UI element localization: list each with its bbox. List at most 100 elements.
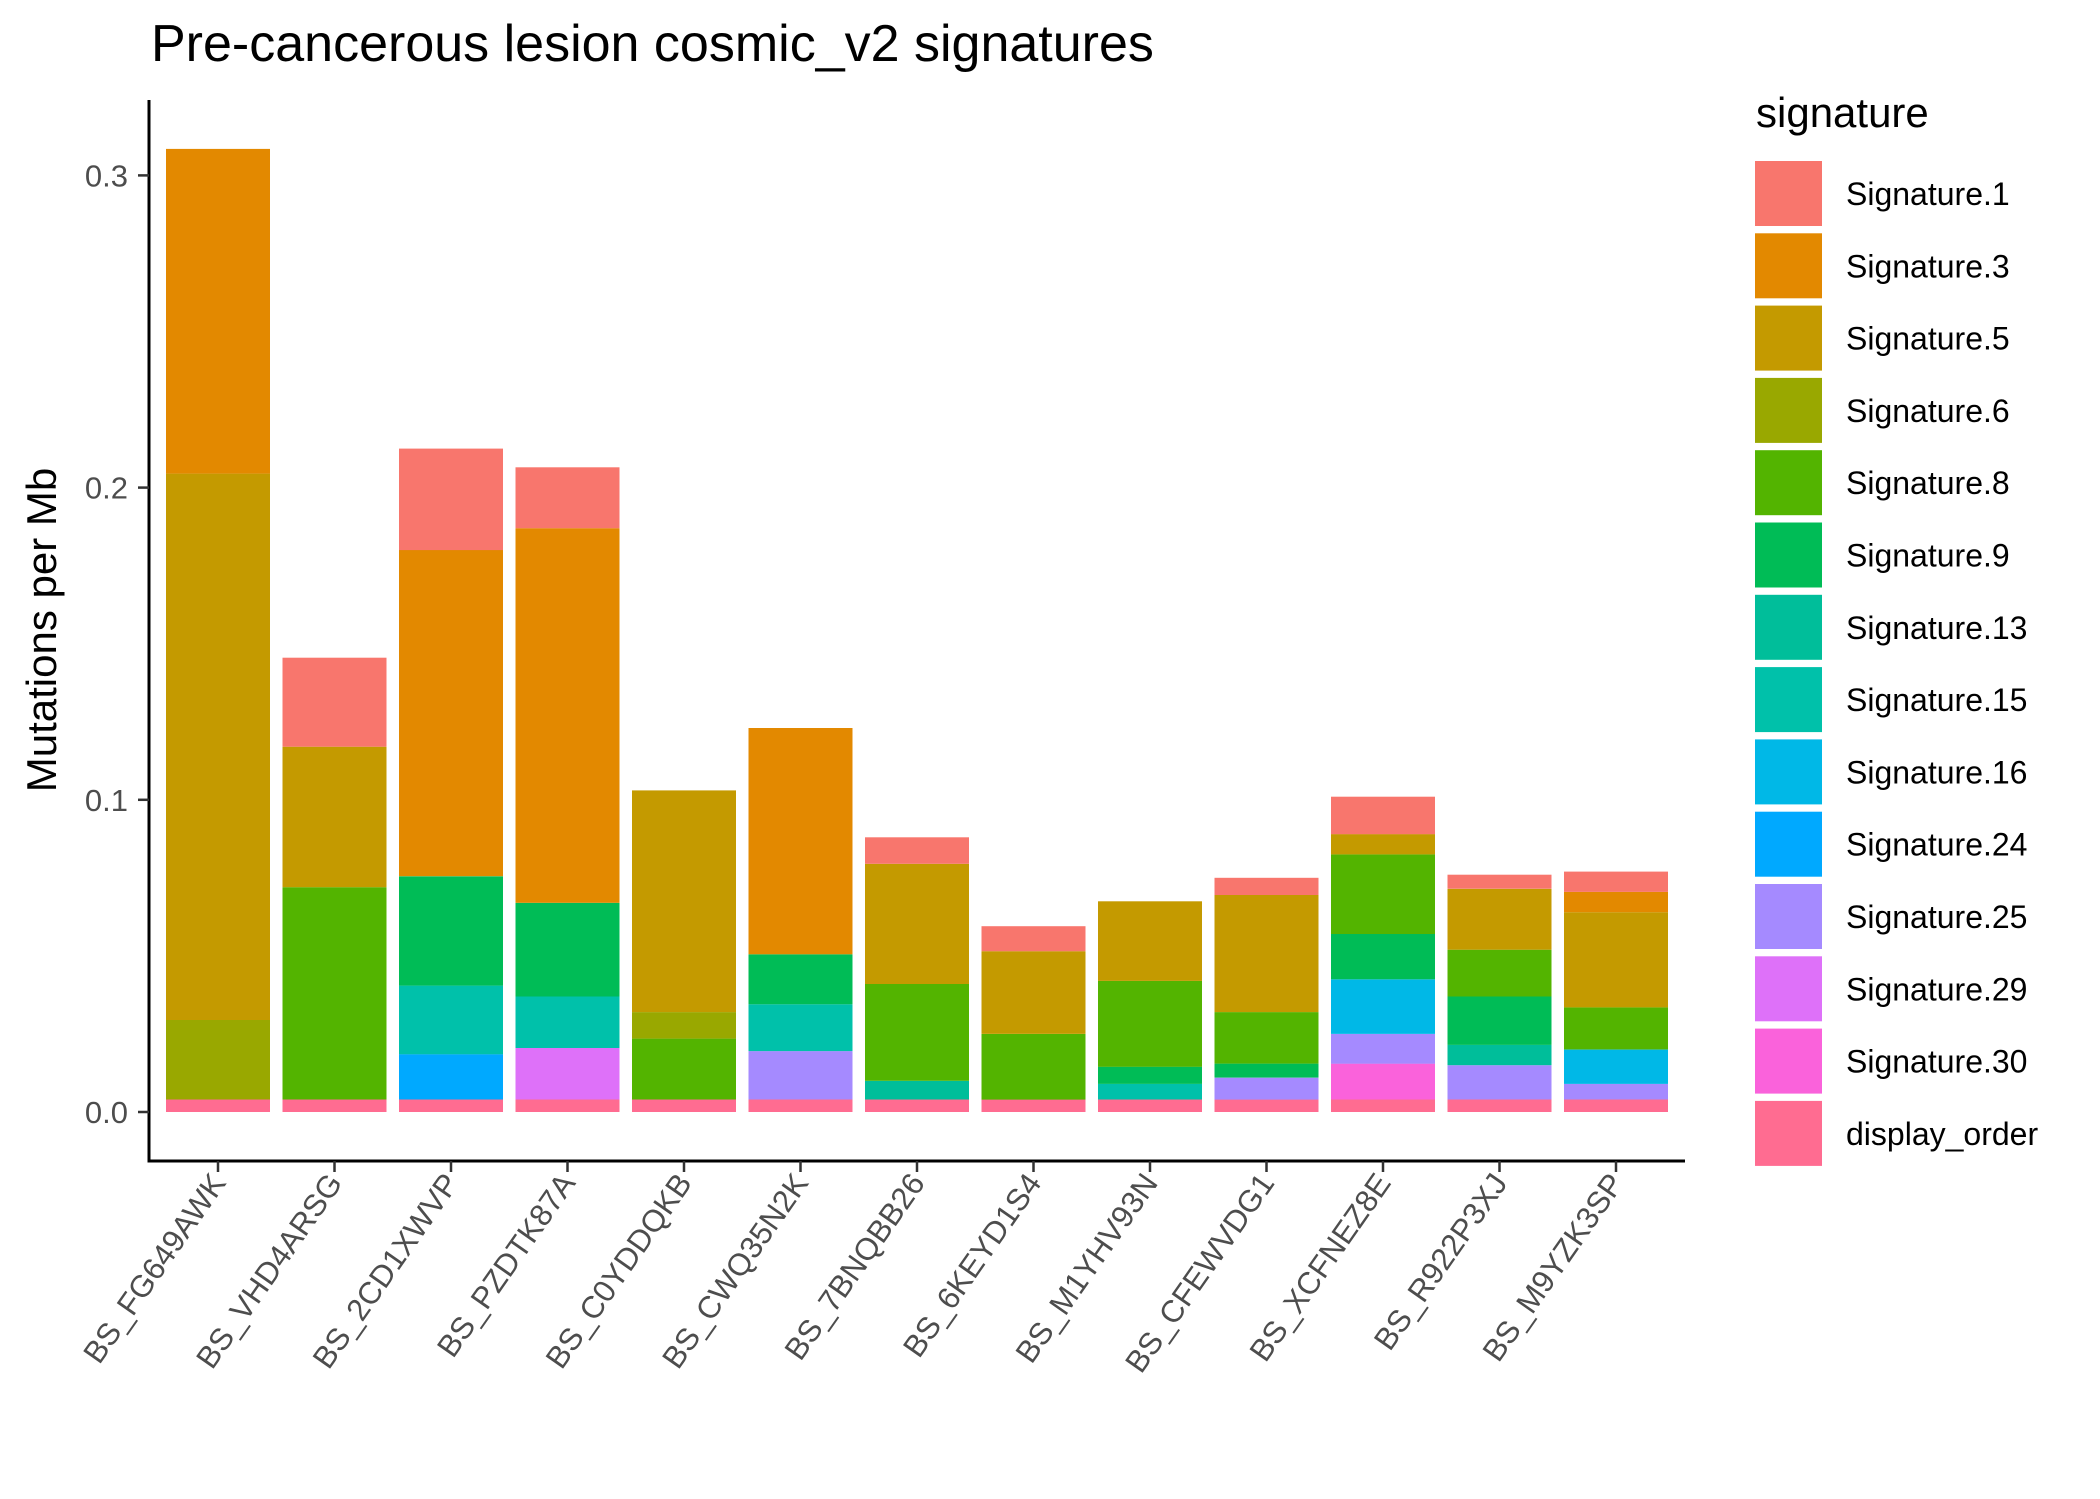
legend-key [1755,161,1822,226]
y-axis: 0.0 0.1 0.2 0.3 [85,100,151,1161]
plot-area [166,148,1668,1112]
bar-segment-signature-5-bs_7bnqbb26 [865,863,969,984]
bar-segment-signature-8-bs_r922p3xj [1447,949,1552,997]
bar-segment-signature-16-bs_m9yzk3sp [1564,1049,1668,1084]
bar-segment-signature-5-bs_r922p3xj [1447,888,1552,950]
bar-segment-display_order-bs_fg649awk [166,1099,270,1112]
legend-key [1755,305,1822,371]
bar-segment-signature-1-bs_vhd4arsg [282,657,387,747]
bar-segment-signature-6-bs_c0yddqkb [632,1012,736,1039]
legend-label: Signature.1 [1846,176,2010,212]
legend-key [1755,884,1822,949]
bar-segment-signature-1-bs_m9yzk3sp [1564,871,1668,892]
bar-segment-signature-3-bs_pzdtk87a [515,528,620,903]
legend-label: display_order [1846,1116,2038,1152]
bar-segment-display_order-bs_m9yzk3sp [1564,1099,1668,1112]
legend-label: Signature.6 [1846,393,2010,429]
y-tick-label: 0.1 [85,783,128,818]
bar-segment-signature-15-bs_pzdtk87a [515,996,620,1048]
legend-label: Signature.5 [1846,321,2010,357]
legend-key [1755,594,1822,660]
bar-segment-signature-25-bs_r922p3xj [1447,1065,1552,1100]
legend-label: Signature.13 [1846,610,2027,646]
legend-key [1755,522,1822,588]
bar-segment-signature-5-bs_m9yzk3sp [1564,912,1668,1008]
y-tick-label: 0.2 [85,471,128,506]
bar-segment-signature-1-bs_6keyd1s4 [981,926,1086,952]
bar-segment-signature-25-bs_cfewvdg1 [1214,1077,1319,1100]
legend-label: Signature.25 [1846,899,2027,935]
legend-label: Signature.29 [1846,971,2027,1007]
bar-segment-signature-24-bs_2cd1xwvp [399,1054,503,1100]
bar-segment-display_order-bs_vhd4arsg [282,1099,387,1112]
legend-key [1755,667,1822,733]
bar-segment-display_order-bs_m1yhv93n [1098,1099,1202,1112]
bar-segment-display_order-bs_c0yddqkb [632,1099,736,1112]
bar-segment-signature-15-bs_m1yhv93n [1098,1083,1202,1100]
legend-key [1755,811,1822,877]
bar-segment-signature-1-bs_cfewvdg1 [1214,877,1319,895]
bar-segment-signature-8-bs_c0yddqkb [632,1038,736,1100]
legend-label: Signature.8 [1846,465,2010,501]
legend-label: Signature.3 [1846,248,2010,284]
bar-segment-signature-5-bs_vhd4arsg [282,746,387,888]
legend-label: Signature.30 [1846,1044,2027,1080]
bar-segment-signature-9-bs_cfewvdg1 [1214,1063,1319,1078]
bar-segment-signature-9-bs_m1yhv93n [1098,1066,1202,1084]
bar-segment-signature-9-bs_cwq35n2k [748,954,853,1005]
bar-segment-display_order-bs_7bnqbb26 [865,1099,969,1112]
bar-segment-display_order-bs_r922p3xj [1447,1099,1552,1112]
legend-key [1755,1100,1822,1166]
bar-segment-display_order-bs_cwq35n2k [748,1099,853,1112]
legend-label: Signature.15 [1846,682,2027,718]
legend-key [1755,739,1822,805]
y-axis-title: Mutations per Mb [18,468,65,792]
y-tick-label: 0.0 [85,1095,128,1130]
bar-segment-signature-8-bs_7bnqbb26 [865,984,969,1081]
y-tick-label: 0.3 [85,158,128,193]
legend-key [1755,450,1822,516]
bar-segment-signature-8-bs_m1yhv93n [1098,980,1202,1067]
bar-segment-signature-3-bs_2cd1xwvp [399,550,503,877]
bar-segment-signature-8-bs_m9yzk3sp [1564,1007,1668,1050]
bar-segment-signature-13-bs_7bnqbb26 [865,1080,969,1100]
bar-segment-signature-5-bs_cfewvdg1 [1214,895,1319,1013]
bar-segment-signature-3-bs_m9yzk3sp [1564,891,1668,913]
bar-segment-signature-9-bs_r922p3xj [1447,996,1552,1045]
bar-segment-signature-9-bs_2cd1xwvp [399,876,503,986]
bar-segment-signature-30-bs_xcfnez8e [1331,1063,1435,1100]
legend-label: Signature.9 [1846,538,2010,574]
bar-segment-signature-9-bs_pzdtk87a [515,902,620,997]
bar-segment-signature-5-bs_m1yhv93n [1098,901,1202,981]
legend-title: signature [1756,89,1929,136]
bar-segment-signature-1-bs_7bnqbb26 [865,837,969,864]
bar-segment-signature-3-bs_cwq35n2k [748,728,853,955]
legend-key [1755,956,1822,1022]
bar-segment-signature-5-bs_fg649awk [166,473,270,1021]
legend-key [1755,377,1822,443]
legend-key [1755,1028,1822,1094]
legend: signature Signature.1 Signature.3 Signatur… [1755,89,2038,1166]
bar-segment-signature-8-bs_xcfnez8e [1331,854,1435,934]
bar-segment-signature-6-bs_fg649awk [166,1019,270,1100]
bar-segment-display_order-bs_pzdtk87a [515,1099,620,1112]
bar-segment-signature-1-bs_xcfnez8e [1331,796,1435,835]
bar-segment-signature-8-bs_cfewvdg1 [1214,1012,1319,1064]
bar-segment-signature-9-bs_xcfnez8e [1331,934,1435,980]
legend-label: Signature.24 [1846,827,2027,863]
bar-segment-signature-5-bs_6keyd1s4 [981,951,1086,1034]
bar-segment-signature-5-bs_xcfnez8e [1331,834,1435,855]
bar-segment-signature-8-bs_vhd4arsg [282,887,387,1100]
chart-title: Pre-cancerous lesion cosmic_v2 signature… [151,15,1154,73]
bar-segment-signature-1-bs_pzdtk87a [515,467,620,529]
bar-segment-signature-1-bs_r922p3xj [1447,874,1552,889]
bar-segment-signature-25-bs_cwq35n2k [748,1051,853,1100]
bar-segment-signature-29-bs_pzdtk87a [515,1048,620,1100]
bar-segment-signature-13-bs_r922p3xj [1447,1044,1552,1066]
bar-segment-signature-16-bs_xcfnez8e [1331,979,1435,1034]
bar-segment-signature-1-bs_2cd1xwvp [399,448,503,551]
bar-segment-signature-15-bs_2cd1xwvp [399,985,503,1055]
bar-segment-signature-8-bs_6keyd1s4 [981,1034,1086,1100]
bar-segment-display_order-bs_cfewvdg1 [1214,1099,1319,1112]
x-axis: BS_FG649AWKBS_VHD4ARSGBS_2CD1XWVPBS_PZDT… [76,1159,1685,1379]
